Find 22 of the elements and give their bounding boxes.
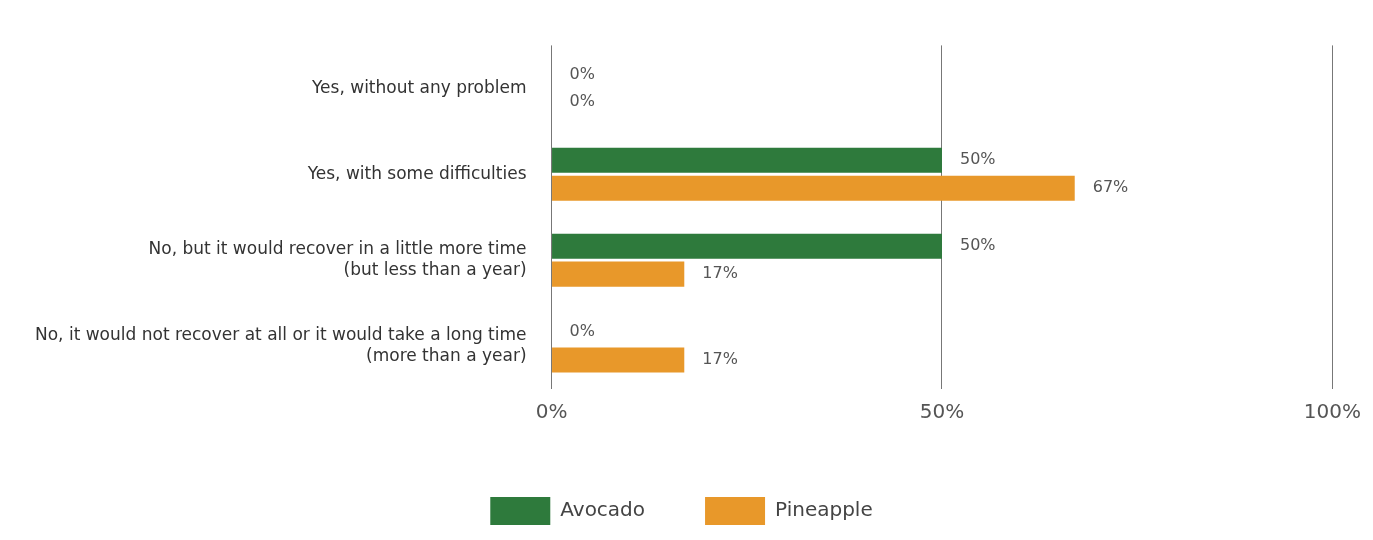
bar <box>552 147 942 173</box>
data-label: 50% <box>959 149 996 169</box>
data-label: 0% <box>569 63 595 83</box>
x-tick-label: 50% <box>919 399 965 424</box>
y-tick-label: Yes, without any problem <box>310 76 527 97</box>
data-label: 67% <box>1092 177 1129 197</box>
bar <box>552 233 942 259</box>
data-label: 17% <box>702 263 738 283</box>
data-label: 0% <box>569 321 595 341</box>
y-tick-label: Yes, with some difficulties <box>306 162 527 183</box>
legend-label: Pineapple <box>775 497 873 522</box>
y-tick-label: No, it would not recover at all or it would take a long time (more than a year) <box>34 324 527 365</box>
data-label: 50% <box>959 235 996 255</box>
x-tick-label: 100% <box>1303 399 1361 424</box>
x-tick-label: 0% <box>535 399 568 424</box>
legend-label: Avocado <box>560 497 646 522</box>
bar <box>552 347 685 373</box>
bar <box>552 261 685 287</box>
y-tick-label: No, but it would recover in a little more time (but less than a year) <box>148 238 527 279</box>
data-label: 17% <box>702 349 738 369</box>
data-label: 0% <box>569 91 595 111</box>
bar <box>552 175 1075 201</box>
